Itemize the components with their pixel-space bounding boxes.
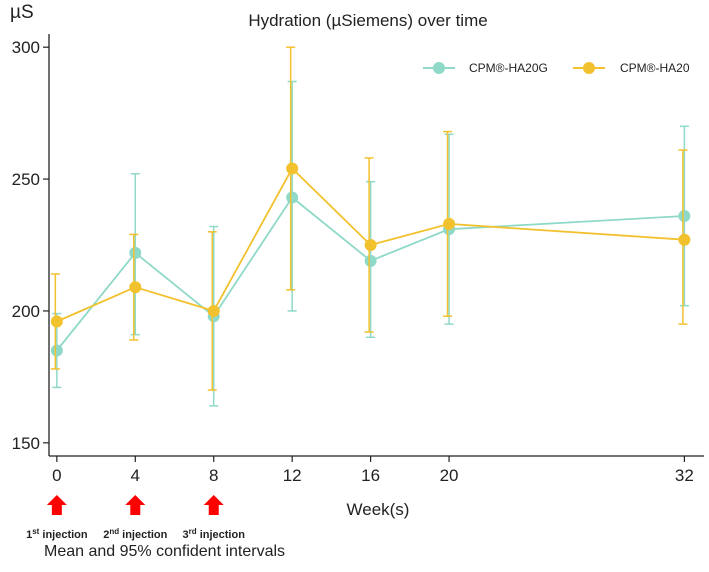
data-point <box>50 315 63 328</box>
data-point <box>129 281 142 294</box>
data-point <box>50 344 63 357</box>
series-layer <box>50 46 691 407</box>
y-tick-label: 150 <box>12 434 40 453</box>
data-point <box>286 162 299 175</box>
x-tick-label: 8 <box>209 466 218 485</box>
injection-label: 2nd injection <box>103 527 167 541</box>
y-axis-unit: µS <box>10 2 34 23</box>
chart-title: Hydration (µSiemens) over time <box>248 11 487 30</box>
arrow-up-icon <box>125 495 146 515</box>
injection-3: 3rd injection <box>183 495 246 541</box>
data-point <box>443 217 456 230</box>
y-tick-label: 200 <box>12 302 40 321</box>
injection-markers: 1st injection 2nd injection 3rd injection <box>26 495 245 541</box>
data-point <box>286 191 299 204</box>
legend-label-series-2: CPM®-HA20 <box>620 61 690 75</box>
x-tick-label: 0 <box>52 466 61 485</box>
data-point <box>678 233 691 246</box>
axes: 150 200 250 300 0 4 8 12 16 20 32 <box>12 34 704 485</box>
data-point <box>678 209 691 222</box>
x-tick-label: 4 <box>131 466 140 485</box>
x-tick-label: 32 <box>675 466 694 485</box>
injection-label: 1st injection <box>26 527 88 541</box>
arrow-up-icon <box>46 495 67 515</box>
injection-2: 2nd injection <box>103 495 168 541</box>
data-point <box>364 239 377 251</box>
y-tick-label: 250 <box>12 170 40 189</box>
injection-1: 1st injection <box>26 495 88 541</box>
x-tick-label: 16 <box>361 466 380 485</box>
y-tick-label: 300 <box>12 38 40 57</box>
legend-marker-series-2 <box>583 62 595 74</box>
x-axis-label: Week(s) <box>347 500 410 519</box>
legend-label-series-1: CPM®-HA20G <box>469 61 548 75</box>
x-tick-label: 12 <box>283 466 302 485</box>
legend: CPM®-HA20G CPM®-HA20 <box>423 61 690 75</box>
series-2 <box>50 46 691 391</box>
arrow-up-icon <box>203 495 224 515</box>
injection-label: 3rd injection <box>183 527 246 541</box>
x-tick-label: 20 <box>440 466 459 485</box>
data-point <box>129 246 142 259</box>
data-point <box>207 304 220 317</box>
legend-marker-series-1 <box>433 62 445 74</box>
data-point <box>364 254 377 267</box>
footnote: Mean and 95% confident intervals <box>44 543 286 560</box>
